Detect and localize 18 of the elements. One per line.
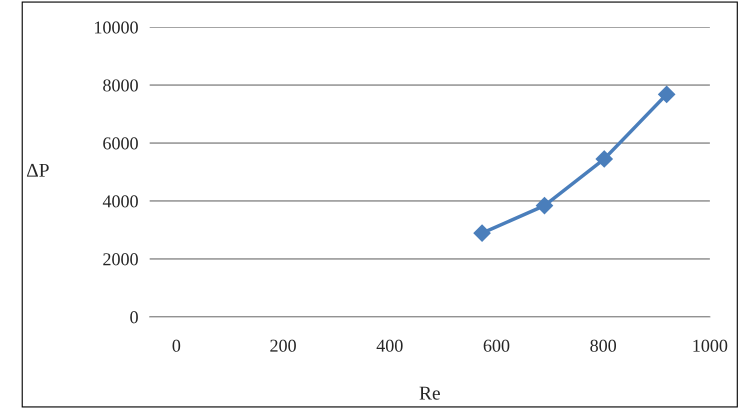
y-tick-label: 0 — [130, 311, 138, 324]
x-axis-title: Re — [420, 386, 440, 400]
point — [596, 150, 613, 168]
x-tick-label: 800 — [590, 340, 616, 352]
y-tick-label: 2000 — [103, 253, 138, 266]
y-tick-label: 6000 — [103, 137, 138, 150]
y-tick-label: 4000 — [102, 195, 138, 208]
point — [658, 86, 676, 103]
point — [536, 197, 554, 214]
x-tick-label: 0 — [172, 340, 180, 352]
x-tick-label: 1000 — [693, 340, 728, 352]
y-tick-label: 10000 — [95, 21, 138, 34]
y-axis-title: ΔP — [26, 164, 49, 177]
x-tick-label: 600 — [484, 340, 510, 352]
y-tick-label: 8000 — [103, 79, 138, 92]
x-tick-label: 200 — [270, 340, 296, 352]
point — [474, 224, 491, 242]
x-tick-label: 400 — [376, 340, 403, 352]
